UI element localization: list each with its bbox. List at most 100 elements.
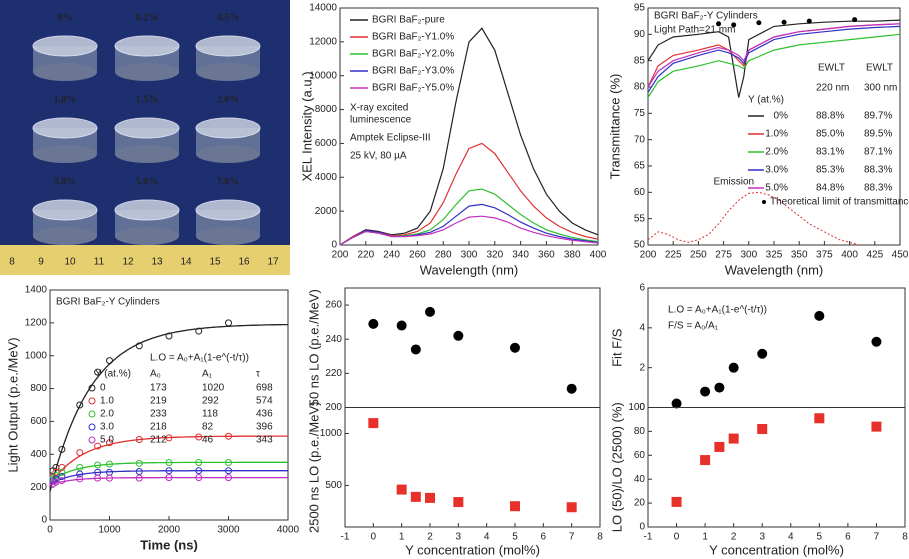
y-axis-label: LO (50)/LO (2500) (%) <box>609 402 624 532</box>
data-point <box>453 497 464 508</box>
y-tick-label: 50 <box>634 240 646 251</box>
data-point <box>368 318 379 329</box>
x-tick-label: 6 <box>541 532 547 543</box>
y-tick-label: 20 <box>634 498 646 509</box>
ruler-label: 8 <box>9 257 15 268</box>
photo-label: 1.0% <box>54 94 77 105</box>
x-tick-label: 320 <box>486 250 503 261</box>
ruler-label: 9 <box>38 257 44 268</box>
y-tick-label: 75 <box>634 108 646 119</box>
data-point <box>453 330 464 341</box>
x-axis-label: Time (ns) <box>140 537 198 552</box>
plot-frame <box>49 289 289 521</box>
x-tick-label: 4 <box>484 532 490 543</box>
fit-curve <box>49 476 288 486</box>
x-tick-label: 1 <box>399 532 405 543</box>
y-tick-label: 95 <box>634 3 646 14</box>
data-point <box>94 442 102 450</box>
table-header: 300 nm <box>864 83 897 94</box>
data-point <box>195 474 203 482</box>
y-tick-label: 0 <box>41 515 47 526</box>
x-tick-label: 4 <box>788 532 794 543</box>
annotation: BGRI BaF₂-Y Cylinders <box>654 11 758 22</box>
x-tick-label: 375 <box>816 250 833 261</box>
x-tick-label: 8 <box>597 532 603 543</box>
x-tick-label: 325 <box>766 250 783 261</box>
y-tick-label: 40 <box>634 474 646 485</box>
legend-label: 0 <box>100 383 106 394</box>
y-tick-label: 70 <box>634 134 646 145</box>
data-point <box>671 496 682 507</box>
table-cell: 212 <box>150 435 167 446</box>
x-tick-label: 425 <box>866 250 883 261</box>
data-point <box>700 455 711 466</box>
x-tick-label: 1 <box>702 532 708 543</box>
data-point <box>76 401 84 409</box>
y-axis-label: Light Output (p.e./MeV) <box>5 337 20 472</box>
annotation: 25 kV, 80 µA <box>350 151 407 162</box>
legend-header: τ <box>256 369 260 380</box>
crystal-top <box>114 199 180 221</box>
data-point <box>757 348 768 359</box>
y-tick-label: 10000 <box>309 70 337 81</box>
limit-legend-dot <box>762 200 766 204</box>
data-point <box>714 382 725 393</box>
y-tick-label: 0 <box>639 402 645 413</box>
legend-marker <box>88 410 96 418</box>
table-cell: 396 <box>256 422 273 433</box>
ruler-label: 13 <box>151 257 163 268</box>
data-point <box>410 491 421 502</box>
crystal-top <box>32 35 98 57</box>
line-series <box>647 23 901 88</box>
x-tick-label: 340 <box>512 250 529 261</box>
table-cell: 87.1% <box>864 147 892 158</box>
ruler <box>0 245 290 275</box>
annotation: F/S = A₀/A₁ <box>668 321 719 332</box>
x-tick-label: 380 <box>564 250 581 261</box>
table-cell: 85.3% <box>816 165 844 176</box>
data-point <box>135 342 143 350</box>
y-tick-label: 240 <box>325 334 342 345</box>
annotation: Amptek Eclipse-III <box>350 133 431 144</box>
legend-label: BGRI BaF₂-pure <box>372 15 445 26</box>
table-cell: 574 <box>256 396 273 407</box>
table-cell: 698 <box>256 383 273 394</box>
y-tick-label: 600 <box>30 416 47 427</box>
data-point <box>425 492 435 503</box>
photo-label: 3.0% <box>54 176 77 187</box>
y-tick-label: 14000 <box>309 3 337 14</box>
legend-label: BGRI BaF₂-Y2.0% <box>372 49 454 60</box>
crystal-bottom <box>196 145 260 163</box>
x-tick-label: 5 <box>512 532 518 543</box>
legend-label: 2.0 <box>100 409 114 420</box>
plot-frame <box>647 407 906 528</box>
y-tick-label: 500 <box>325 480 342 491</box>
data-point <box>510 501 520 512</box>
emission-curve <box>647 191 860 246</box>
legend-header: Y (at.%) <box>95 369 131 380</box>
x-tick-label: 200 <box>332 250 349 261</box>
table-cell: 1020 <box>202 383 225 394</box>
x-tick-label: -1 <box>341 532 350 543</box>
x-axis-label: Wavelength (nm) <box>725 262 824 277</box>
data-point <box>106 474 113 482</box>
data-point <box>671 398 682 409</box>
data-point <box>368 418 379 429</box>
y-tick-label: 8000 <box>315 104 338 115</box>
x-tick-label: 240 <box>383 250 400 261</box>
data-point <box>195 467 203 475</box>
table-header: 220 nm <box>816 83 849 94</box>
ruler-label: 15 <box>209 257 221 268</box>
data-point <box>76 463 84 471</box>
ruler-label: 11 <box>94 257 105 268</box>
y-tick-label: 200 <box>30 482 47 493</box>
table-cell: 89.5% <box>864 129 892 140</box>
data-point <box>728 433 739 444</box>
y-tick-label: 0 <box>331 240 337 251</box>
legend-marker <box>88 384 96 392</box>
data-point <box>728 362 739 373</box>
crystal-bottom <box>33 227 97 245</box>
x-tick-label: -1 <box>644 532 653 543</box>
y-axis-label: 50 ns LO (p.e./MeV) <box>306 289 321 406</box>
table-header: EWLT <box>866 63 893 74</box>
